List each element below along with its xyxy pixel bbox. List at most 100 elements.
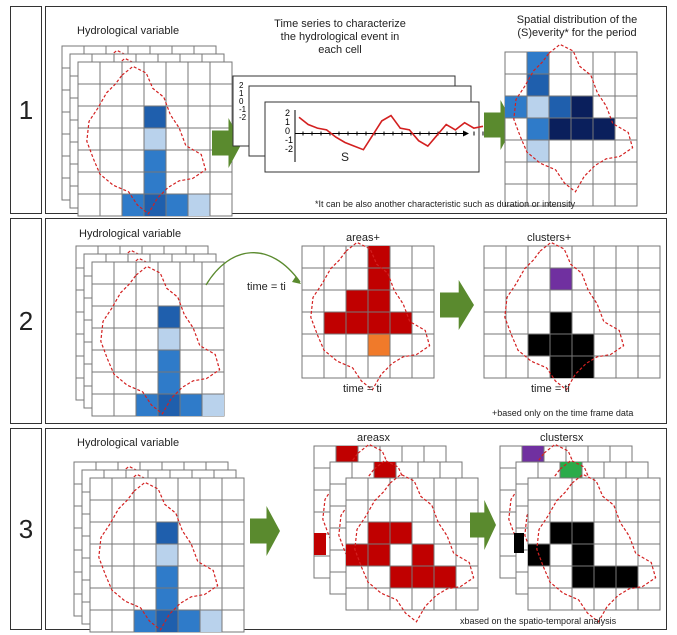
row3-clusters-front-cell [572, 544, 594, 566]
row3-clusters-side-cell [514, 533, 524, 553]
row2-variable-grid-front-cell [202, 394, 224, 416]
timeseries-line-2: the hydrological event in [280, 31, 400, 43]
row3-arrow-1 [250, 506, 280, 556]
row-2-number: 2 [10, 218, 42, 424]
row-2-footnote: +based only on the time frame data [492, 408, 634, 418]
row-3-variable-label: Hydrological variable [77, 437, 180, 449]
row-1-number: 1 [10, 6, 42, 214]
row-1-footnote: *It can be also another characteristic s… [315, 199, 576, 209]
row-3-clusters-label: clustersx [540, 432, 584, 444]
row3-arrow-2 [470, 500, 496, 550]
row-1-spatial-label: Spatial distribution of the (S)everity* … [497, 14, 657, 40]
row3-areas-front-cell [412, 544, 434, 566]
row3-variable-grid-front-cell [156, 610, 178, 632]
row3-areas-front-cell [390, 566, 412, 588]
timeseries-line-1: Time series to characterize [274, 18, 406, 30]
row1-variable-grid-front-cell [122, 194, 144, 216]
row2-curved-arrow-head [292, 276, 301, 284]
row2-clusters-grid-cell [572, 334, 594, 356]
row-2-variable-label: Hydrological variable [79, 228, 182, 240]
row-1-timeseries-label: Time series to characterize the hydrolog… [255, 18, 425, 57]
row1-variable-grid-front-cell [144, 172, 166, 194]
row2-variable-grid-front-cell [158, 394, 180, 416]
row2-variable-grid-front-cell [158, 328, 180, 350]
row3-areas-front-cell [434, 566, 456, 588]
row1-severity-grid-cell [571, 96, 593, 118]
row3-areas-front-cell [412, 566, 434, 588]
row2-areas-grid-cell [368, 268, 390, 290]
row1-ts-front-y-tick-label: 2 [285, 108, 290, 118]
spatial-line-1: Spatial distribution of the [516, 14, 638, 26]
row3-clusters-front-boundary [536, 473, 657, 623]
row1-ts-front-y-tick-label: -1 [285, 135, 293, 145]
row2-clusters-grid-cell [550, 268, 572, 290]
row-2-areas-label: areas+ [346, 232, 380, 244]
row3-areas-front-cell [368, 522, 390, 544]
row2-variable-grid-front-cell [158, 372, 180, 394]
row1-severity-grid-cell [527, 52, 549, 74]
row3-variable-grid-front-cell [134, 610, 156, 632]
row2-clusters-boundary [504, 241, 625, 391]
row2-areas-grid-cell [368, 334, 390, 356]
row1-variable-grid-front-cell [166, 194, 188, 216]
row1-severity-grid-cell [527, 96, 549, 118]
row1-severity-grid-cell [571, 118, 593, 140]
row1-ts-back-tick: -2 [239, 113, 247, 122]
row2-areas-grid-cell [346, 290, 368, 312]
row1-ts-front-y-tick-label: 0 [285, 126, 290, 136]
row3-variable-grid-front-cell [156, 566, 178, 588]
row1-severity-grid-cell [549, 96, 571, 118]
spatial-line-2: (S)everity* for the period [517, 27, 637, 39]
row3-variable-grid-front-cell [200, 610, 222, 632]
row1-ts-back-tick: -1 [239, 105, 247, 114]
row2-clusters-grid-cell [550, 356, 572, 378]
row1-severity-grid-cell [527, 118, 549, 140]
row1-ts-front-y-tick-label: -2 [285, 144, 293, 154]
row-3-areas-label: areasx [357, 432, 391, 444]
row2-clusters-grid-cell [572, 356, 594, 378]
row2-areas-grid-cell [368, 312, 390, 334]
row3-variable-grid-front-cell [156, 588, 178, 610]
row3-clusters-front-cell [550, 522, 572, 544]
row3-areas-front-cell [368, 544, 390, 566]
row2-areas-grid-cell [368, 290, 390, 312]
row-2-time-left: time = ti [247, 281, 286, 293]
row2-areas-boundary [310, 241, 431, 391]
row2-variable-grid-front-cell [136, 394, 158, 416]
row3-areas-side-cell [314, 533, 326, 555]
row2-areas-grid-cell [346, 312, 368, 334]
row1-severity-grid-cell [549, 118, 571, 140]
row1-variable-grid-front-cell [144, 128, 166, 150]
row1-ts-back-tick: 1 [239, 89, 244, 98]
row1-ts-front-y-tick-label: 1 [285, 117, 290, 127]
row-3-number: 3 [10, 428, 42, 630]
row-2-time-right: time = ti [531, 383, 570, 395]
row-2-time-mid: time = ti [343, 383, 382, 395]
row2-clusters-grid-cell [528, 334, 550, 356]
row3-variable-grid-front-boundary [98, 481, 219, 631]
row-1-variable-label: Hydrological variable [77, 25, 180, 37]
row3-areas-front-boundary [354, 473, 475, 623]
row1-severity-grid-cell [505, 96, 527, 118]
row1-severity-grid-cell [527, 140, 549, 162]
row1-severity-boundary [513, 43, 634, 193]
row1-severity-grid-cell [593, 118, 615, 140]
row2-clusters-grid-cell [550, 334, 572, 356]
row-3-footnote: xbased on the spatio-temporal analysis [460, 616, 617, 626]
row2-variable-grid-front-cell [180, 394, 202, 416]
timeseries-line-3: each cell [318, 44, 362, 56]
row1-ts-front-series-line [298, 114, 484, 151]
row1-variable-grid-front-cell [188, 194, 210, 216]
row1-ts-back-tick: 0 [239, 97, 244, 106]
row3-variable-grid-front-cell [178, 610, 200, 632]
row1-variable-grid-front-cell [144, 150, 166, 172]
row1-variable-grid-front-cell [144, 194, 166, 216]
row2-curved-arrow [205, 252, 301, 286]
row3-clusters-front-cell [594, 566, 616, 588]
row3-clusters-front-cell [572, 566, 594, 588]
row2-areas-grid-cell [324, 312, 346, 334]
row2-areas-grid-cell [368, 246, 390, 268]
row2-clusters-grid-cell [550, 312, 572, 334]
row1-severity-grid-cell [527, 74, 549, 96]
row1-ts-back-tick: 2 [239, 81, 244, 90]
